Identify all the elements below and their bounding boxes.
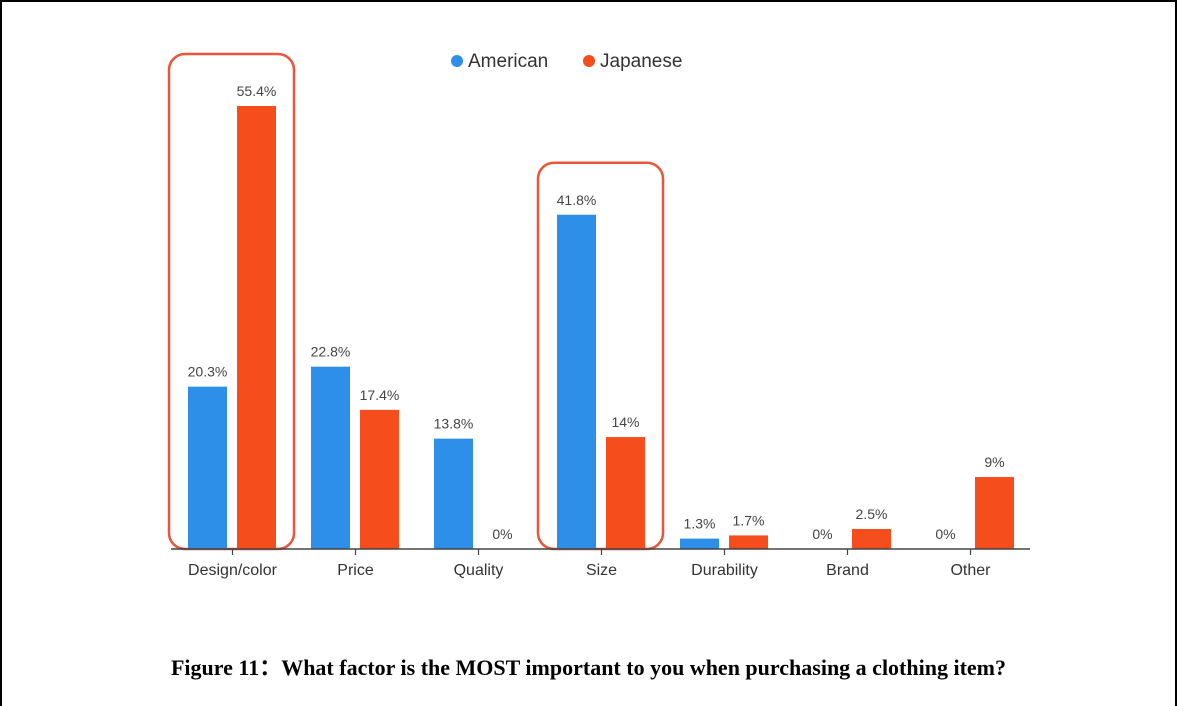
- data-label-american-brand: 0%: [812, 526, 832, 542]
- bar-american-size: [557, 214, 596, 549]
- legend-label-japanese: Japanese: [600, 51, 682, 72]
- bar-japanese-price: [360, 409, 399, 549]
- x-tick-label-price: Price: [337, 562, 374, 579]
- data-label-american-size: 41.8%: [557, 192, 597, 208]
- x-tick-label-quality: Quality: [454, 562, 504, 579]
- data-label-japanese-design-color: 55.4%: [237, 83, 277, 99]
- x-tick-label-design-color: Design/color: [188, 562, 278, 579]
- data-label-japanese-price: 17.4%: [360, 387, 400, 403]
- data-label-japanese-durability: 1.7%: [733, 512, 765, 528]
- legend-marker-american: [451, 55, 463, 67]
- legend: American Japanese: [451, 51, 682, 72]
- bar-japanese-other: [975, 477, 1014, 549]
- bar-japanese-durability: [729, 535, 768, 549]
- x-tick-label-size: Size: [586, 562, 617, 579]
- data-label-american-price: 22.8%: [311, 344, 351, 360]
- x-tick-label-durability: Durability: [691, 562, 758, 579]
- data-label-japanese-brand: 2.5%: [856, 506, 888, 522]
- figure-caption: Figure 11：What factor is the MOST import…: [170, 655, 1006, 680]
- bar-american-price: [311, 366, 350, 549]
- data-label-japanese-quality: 0%: [492, 526, 512, 542]
- data-label-american-durability: 1.3%: [684, 516, 716, 532]
- data-label-american-quality: 13.8%: [434, 416, 474, 432]
- data-label-japanese-size: 14%: [611, 414, 639, 430]
- bar-japanese-design-color: [237, 106, 276, 549]
- data-label-japanese-other: 9%: [984, 454, 1004, 470]
- data-labels: 20.3% 55.4% 22.8% 17.4% 13.8% 0% 41.8% 14% 1.3% 1…: [188, 83, 1005, 542]
- bar-american-durability: [680, 538, 719, 549]
- data-label-american-design-color: 20.3%: [188, 364, 228, 380]
- legend-marker-japanese: [583, 55, 595, 67]
- bar-chart: Design/color Price Quality Size Durability Br…: [167, 51, 1030, 579]
- data-label-american-other: 0%: [935, 526, 955, 542]
- x-axis: Design/color Price Quality Size Durability Br…: [171, 548, 1030, 579]
- legend-label-american: American: [468, 51, 548, 72]
- bar-american-design-color: [188, 386, 227, 549]
- x-tick-label-other: Other: [950, 562, 991, 579]
- bar-american-quality: [434, 438, 473, 549]
- bar-japanese-brand: [852, 529, 891, 549]
- x-tick-label-brand: Brand: [826, 562, 869, 579]
- bar-japanese-size: [606, 437, 645, 549]
- bars: [188, 106, 1014, 549]
